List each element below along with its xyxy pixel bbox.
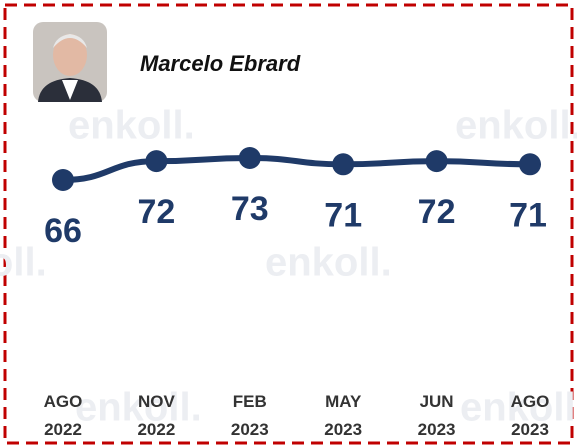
point [332, 153, 354, 175]
data-label: 73 [231, 190, 269, 228]
x-tick-label: FEB 2023 [225, 388, 275, 444]
x-tick-label: AGO 2023 [505, 388, 555, 444]
point [52, 169, 74, 191]
data-label: 66 [44, 212, 82, 250]
point [239, 147, 261, 169]
x-tick-label: MAY 2023 [318, 388, 368, 444]
x-tick-label: NOV 2022 [131, 388, 181, 444]
line [63, 158, 530, 180]
data-label: 72 [418, 193, 456, 231]
watermark: enkoll. [68, 104, 195, 148]
watermark: enkoll. [265, 241, 392, 285]
data-label: 71 [324, 196, 362, 234]
watermark: enkoll. [0, 241, 47, 285]
chart: enkoll. enkoll. enkoll. enkoll. enkoll. … [0, 0, 577, 448]
photo [33, 22, 107, 102]
chart-title: Marcelo Ebrard [140, 51, 301, 76]
x-tick-label: JUN 2023 [412, 388, 462, 444]
data-label: 72 [137, 193, 175, 231]
point [519, 153, 541, 175]
data-label: 71 [509, 196, 547, 234]
x-tick-label: AGO 2022 [38, 388, 88, 444]
point [426, 150, 448, 172]
page: enkoll. enkoll. enkoll. enkoll. enkoll. … [0, 0, 577, 448]
point [145, 150, 167, 172]
watermark: enkoll. [455, 104, 577, 148]
